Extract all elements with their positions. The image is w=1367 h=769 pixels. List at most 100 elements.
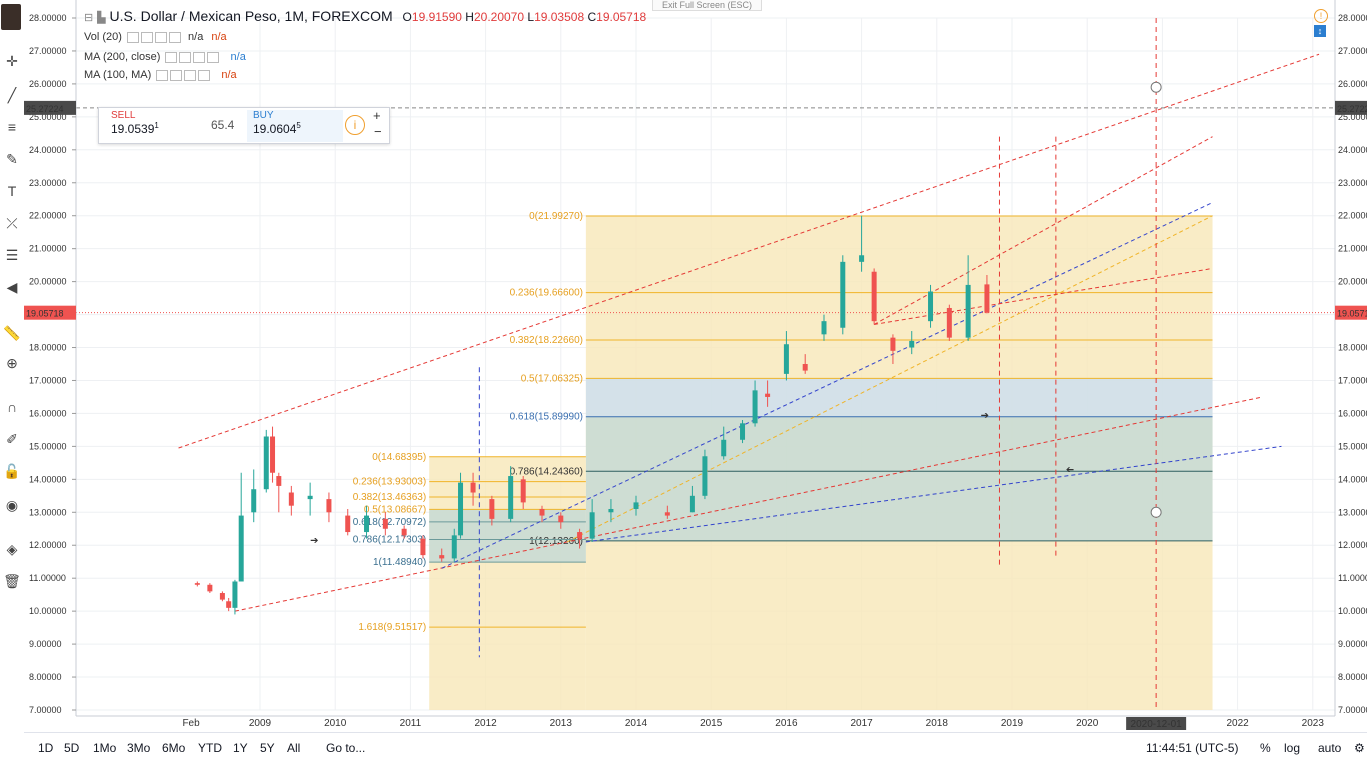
exit-fullscreen-button[interactable]: Exit Full Screen (ESC) (652, 0, 762, 11)
price-tick-right: 16.00000 (1338, 408, 1367, 418)
price-tick-right: 20.00000 (1338, 277, 1367, 287)
horizontal-lines-icon[interactable]: ≡ (7, 119, 17, 135)
range-5y[interactable]: 5Y (260, 741, 275, 755)
collapse-icon[interactable]: ⊟ (84, 12, 94, 24)
buy-button[interactable]: BUY 19.06045 (247, 110, 343, 142)
range-1mo[interactable]: 1Mo (93, 741, 117, 755)
study-volume[interactable]: Vol (20) n/a n/a (84, 31, 227, 43)
eye-icon[interactable] (126, 31, 139, 43)
settings-icon[interactable] (170, 69, 183, 81)
price-tick-right: 15.00000 (1338, 441, 1367, 451)
symbol-flag-icon: ▙ (97, 12, 106, 24)
alert-icon[interactable]: ! (1314, 9, 1328, 23)
fib-label-small: 0.786(12.17303) (353, 535, 426, 546)
close-icon[interactable] (207, 51, 220, 63)
lock-icon[interactable]: 🔓 (3, 463, 21, 479)
anchor-point (1150, 506, 1162, 518)
goto-button[interactable]: Go to... (326, 741, 366, 755)
price-tick-right: 14.00000 (1338, 474, 1367, 484)
auto-toggle[interactable]: auto (1318, 741, 1342, 755)
brush-icon[interactable]: ✎ (6, 151, 18, 167)
price-tick-left: 16.00000 (29, 408, 67, 418)
price-tick-right: 26.00000 (1338, 79, 1367, 89)
time-tick: 2019 (1001, 718, 1024, 729)
range-5d[interactable]: 5D (64, 741, 80, 755)
add-icon[interactable] (193, 51, 206, 63)
add-icon[interactable] (184, 69, 197, 81)
price-tick-left: 23.00000 (29, 178, 67, 188)
log-toggle[interactable]: log (1284, 741, 1301, 755)
settings-gear-icon[interactable]: ⚙ (1354, 741, 1365, 755)
fib-label: 0.786(14.24360) (510, 466, 583, 477)
time-tick: 2009 (249, 718, 272, 729)
candle (451, 535, 457, 559)
pencil-lock-icon[interactable]: ✐ (6, 431, 18, 447)
layers-icon[interactable]: ◈ (6, 541, 18, 557)
avatar[interactable] (1, 4, 21, 30)
candle (740, 423, 746, 440)
price-tick-left: 25.00000 (29, 112, 67, 122)
price-tick-right: 12.00000 (1338, 540, 1367, 550)
price-tick-left: 18.00000 (29, 343, 67, 353)
anchor-point (1150, 81, 1162, 93)
price-chart[interactable]: 0(21.99270) 0.236(19.66600) 0.382(18.22660… (0, 0, 1367, 732)
close-icon[interactable] (198, 69, 211, 81)
range-3mo[interactable]: 3Mo (127, 741, 151, 755)
trend-support-blue (585, 445, 1282, 543)
candle (263, 436, 269, 490)
price-tick-right: 17.00000 (1338, 375, 1367, 385)
buy-price: 19.06045 (253, 121, 301, 136)
clock[interactable]: 11:44:51 (UTC-5) (1146, 741, 1239, 755)
candle (489, 499, 495, 519)
candle (219, 593, 225, 600)
range-6mo[interactable]: 6Mo (162, 741, 186, 755)
range-all[interactable]: All (287, 741, 301, 755)
study-ma100[interactable]: MA (100, MA) n/a (84, 69, 237, 81)
fib-label-small: 1(11.48940) (373, 557, 426, 568)
settings-icon[interactable] (140, 31, 153, 43)
eye-icon[interactable] (165, 51, 178, 63)
range-ytd[interactable]: YTD (198, 741, 222, 755)
eye-icon[interactable]: ◉ (5, 497, 19, 513)
range-1y[interactable]: 1Y (233, 741, 248, 755)
settings-icon[interactable] (179, 51, 192, 63)
zoom-icon[interactable]: ⊕ (6, 355, 18, 371)
symbol-title[interactable]: U.S. Dollar / Mexican Peso, 1M, FOREXCOM (109, 8, 393, 24)
study-ma200[interactable]: MA (200, close) n/a (84, 51, 246, 63)
magnet-icon[interactable]: ∩ (6, 399, 18, 415)
sell-button[interactable]: SELL 19.05391 (111, 110, 201, 142)
plus-icon[interactable]: + (373, 108, 381, 123)
back-arrow-icon[interactable]: ◀ (6, 279, 18, 295)
candle (965, 284, 971, 338)
price-tick-left: 22.00000 (29, 211, 67, 221)
candle (226, 601, 232, 608)
fib-label: 0.382(18.22660) (510, 335, 583, 346)
price-tick-right: 13.00000 (1338, 507, 1367, 517)
trendline-icon[interactable]: ╱ (7, 87, 17, 103)
add-icon[interactable] (154, 31, 167, 43)
text-icon[interactable]: T (7, 183, 17, 199)
eye-icon[interactable] (156, 69, 169, 81)
range-1d[interactable]: 1D (38, 741, 54, 755)
info-icon[interactable]: i (345, 115, 365, 135)
crosshair-icon[interactable]: ✛ (6, 53, 18, 69)
candle (909, 340, 915, 348)
close-icon[interactable] (168, 31, 181, 43)
time-tick: 2013 (550, 718, 573, 729)
candle (382, 518, 388, 529)
buy-label: BUY (253, 110, 274, 121)
candle (928, 291, 934, 322)
candle (326, 499, 332, 513)
pattern-icon[interactable]: ⤫ (6, 215, 18, 231)
price-tick-left: 14.00000 (29, 474, 67, 484)
crosshair-date-badge-bg (1126, 717, 1187, 730)
fib-label-small: 0.382(13.46363) (353, 492, 426, 503)
scale-icon[interactable]: ↕ (1314, 25, 1326, 37)
trash-icon[interactable]: 🗑 (3, 573, 21, 589)
price-tick-left: 21.00000 (29, 244, 67, 254)
ruler-icon[interactable]: 📏 (3, 325, 21, 341)
percent-toggle[interactable]: % (1260, 741, 1271, 755)
crosshair-price-badge-right-bg (1335, 100, 1367, 115)
fib-icon[interactable]: ☰ (5, 247, 19, 263)
minus-icon[interactable]: − (374, 124, 382, 139)
